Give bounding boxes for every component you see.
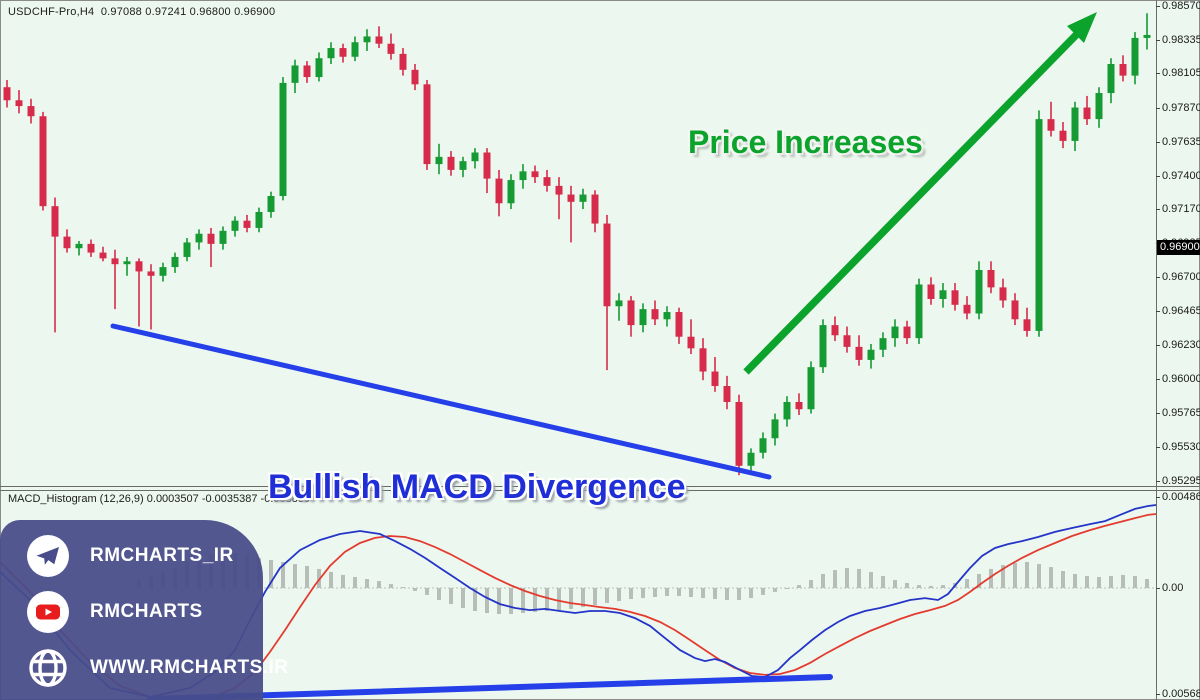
current-price-badge: 0.96900	[1157, 240, 1200, 255]
sidebar-item-label: WWW.RMCHARTS.IR	[90, 657, 289, 678]
macd-axis-tick	[1156, 497, 1160, 498]
macd-axis-label: 0.004869	[1162, 491, 1200, 503]
sidebar-item-label: RMCHARTS_IR	[90, 545, 234, 566]
price-axis-label: 0.96000	[1162, 373, 1200, 385]
price-axis-tick	[1156, 413, 1160, 414]
macd-indicator-title: MACD_Histogram (12,26,9) 0.0003507 -0.00…	[8, 493, 311, 505]
price-axis-tick	[1156, 209, 1160, 210]
sidebar-item-youtube[interactable]: RMCHARTS	[0, 584, 263, 640]
price-axis-tick	[1156, 311, 1160, 312]
price-axis-label: 0.96465	[1162, 305, 1200, 317]
up-arrow	[743, 12, 1097, 375]
price-axis-label: 0.95765	[1162, 407, 1200, 419]
price-axis-label: 0.98570	[1162, 0, 1200, 12]
price-trendline[interactable]	[110, 323, 772, 480]
chart-title: USDCHF-Pro,H4 0.97088 0.97241 0.96800 0.…	[8, 6, 276, 18]
macd-axis-tick	[1156, 588, 1160, 589]
price-axis-tick	[1156, 73, 1160, 74]
sidebar-item-label: RMCHARTS	[90, 601, 203, 622]
price-axis-label: 0.95530	[1162, 441, 1200, 453]
sidebar-item-telegram[interactable]: RMCHARTS_IR	[0, 528, 263, 584]
macd-axis-label: 0.005687	[1162, 688, 1200, 700]
price-axis-tick	[1156, 6, 1160, 7]
price-axis-tick	[1156, 108, 1160, 109]
price-axis-label: 0.96230	[1162, 339, 1200, 351]
branding-sidebar: RMCHARTS_IR RMCHARTS WWW.RMCHARTS.IR	[0, 520, 288, 700]
sidebar-item-website[interactable]: WWW.RMCHARTS.IR	[0, 640, 288, 696]
price-axis-border	[1156, 0, 1157, 700]
price-axis-tick	[1156, 40, 1160, 41]
price-axis-tick	[1156, 481, 1160, 482]
price-axis-label: 0.97170	[1162, 203, 1200, 215]
price-axis-tick	[1156, 447, 1160, 448]
price-axis-label: 0.95295	[1162, 475, 1200, 487]
bullish-divergence-annotation: Bullish MACD Divergence	[268, 468, 686, 506]
price-axis-label: 0.97400	[1162, 170, 1200, 182]
price-axis-tick	[1156, 176, 1160, 177]
macd-axis-label: 0.00	[1162, 582, 1184, 594]
macd-line	[0, 504, 1157, 698]
price-axis-label: 0.98105	[1162, 67, 1200, 79]
price-axis-label: 0.98335	[1162, 34, 1200, 46]
price-axis-label: 0.97635	[1162, 136, 1200, 148]
price-axis-tick	[1156, 142, 1160, 143]
price-increases-annotation: Price Increases	[688, 124, 923, 160]
telegram-icon	[27, 535, 69, 577]
price-axis-tick	[1156, 345, 1160, 346]
price-axis-label: 0.96700	[1162, 271, 1200, 283]
macd-trendline[interactable]	[147, 674, 833, 700]
price-axis-tick	[1156, 379, 1160, 380]
price-axis-tick	[1156, 277, 1160, 278]
panel-separator[interactable]	[0, 486, 1200, 491]
candlestick-series	[3, 13, 1151, 476]
macd-axis-tick	[1156, 694, 1160, 695]
signal-line	[0, 513, 1157, 700]
price-axis-label: 0.97870	[1162, 102, 1200, 114]
globe-icon	[29, 649, 67, 687]
youtube-icon	[27, 591, 69, 633]
